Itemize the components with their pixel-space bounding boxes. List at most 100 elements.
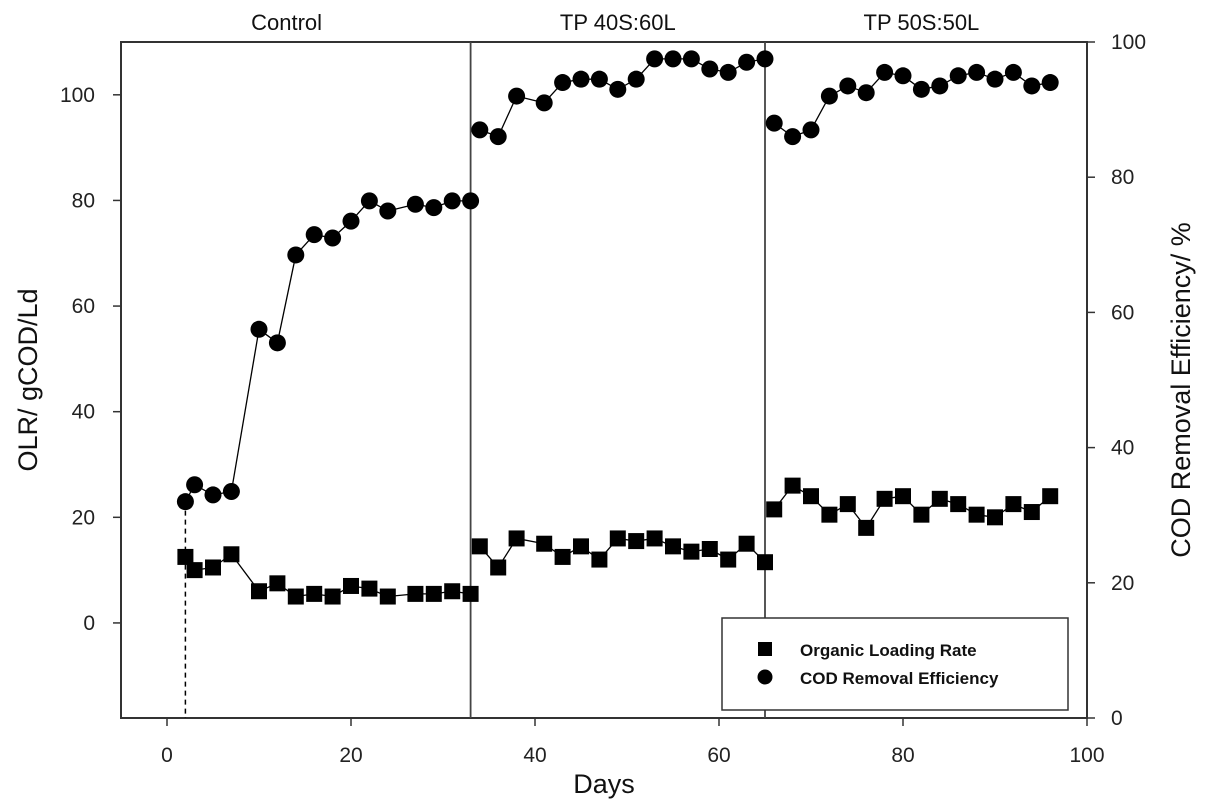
cod-point [342,212,360,230]
cod-point [912,80,930,98]
y-axis-left: 0 20 40 60 80 100 [60,84,121,635]
legend-label-olr: Organic Loading Rate [800,641,977,660]
phase-label: Control [251,10,322,35]
olr-point [931,490,948,507]
olr-point [987,509,1003,526]
cod-point [609,80,627,98]
cod-point [738,53,756,71]
olr-point [876,490,893,507]
cod-point [379,202,397,220]
y-left-tick-label: 100 [60,84,95,107]
olr-point [839,496,856,513]
series-segment [276,254,297,343]
y-left-tick-label: 40 [72,401,95,424]
olr-point [720,551,737,568]
cod-point [1041,74,1059,92]
y-left-tick-label: 20 [72,506,95,529]
olr-point [324,588,341,605]
cod-point [489,128,507,146]
cod-point [646,50,664,68]
y-left-tick-label: 80 [72,189,95,212]
phase-labels: Control TP 40S:60L TP 50S:50L [251,10,979,35]
cod-point [204,486,222,504]
olr-point [821,506,838,523]
plot-frame [120,41,1088,719]
olr-point [1023,504,1040,521]
cod-point [894,67,912,85]
cod-point [471,121,489,139]
cod-point [968,63,986,81]
phase-label: TP 40S:60L [560,10,676,35]
cod-point [820,87,838,105]
cod-point [554,74,572,92]
olr-point [757,554,773,571]
phase-label: TP 50S:50L [864,10,980,35]
legend-circle-icon [757,669,773,685]
olr-point [554,548,571,565]
legend: Organic Loading Rate COD Removal Efficie… [721,617,1069,711]
olr-point [425,585,442,602]
olr-point [223,546,240,563]
cod-point [176,493,194,511]
cod-point [572,70,590,88]
olr-point [766,501,783,518]
olr-point [609,530,626,547]
y-left-tick-label: 60 [72,295,95,318]
olr-point [784,477,801,494]
olr-point [343,577,359,594]
x-tick-label: 80 [891,744,914,767]
olr-point [251,583,267,600]
y-right-tick-label: 40 [1111,437,1134,460]
cod-point [222,483,240,501]
y-axis-right-title: COD Removal Efficiency/ % [1166,222,1196,558]
olr-point [701,541,718,557]
cod-point [406,195,424,213]
cod-point [765,114,783,132]
cod-point [701,60,719,78]
cod-point [268,334,286,352]
cod-point [664,50,682,68]
x-tick-label: 20 [339,744,362,767]
legend-box [721,617,1069,711]
cod-point [590,70,608,88]
legend-label-cod: COD Removal Efficiency [800,669,999,688]
cod-point [535,94,553,112]
olr-point [444,583,461,600]
olr-point [1042,488,1059,505]
cod-point [360,192,378,210]
y-right-tick-label: 0 [1111,707,1123,730]
series-cod [176,50,1059,511]
olr-point [536,535,553,552]
cod-point [802,121,820,139]
cod-point [462,192,480,210]
cod-point [443,192,461,210]
olr-point [361,580,378,597]
cod-point [682,50,700,68]
cod-point [784,128,802,146]
olr-point [683,543,700,560]
cod-point [508,87,526,105]
olr-point [665,538,681,555]
cod-point [839,77,857,95]
cod-point [719,63,737,81]
x-axis-title: Days [573,769,635,799]
cod-point [756,50,774,68]
olr-point [573,538,589,555]
olr-point [508,530,525,547]
cod-point [324,229,342,247]
olr-point [306,585,323,602]
y-right-tick-label: 80 [1111,166,1134,189]
olr-point [462,585,479,602]
y-left-tick-label: 0 [83,612,95,635]
y-axis-right: 0 20 40 60 80 100 [1087,31,1146,730]
x-tick-label: 0 [161,744,173,767]
olr-point [269,575,286,592]
olr-point [205,559,221,576]
x-tick-label: 100 [1069,744,1104,767]
olr-point [738,535,755,552]
olr-point [591,551,608,568]
cod-point [876,63,894,81]
olr-point [628,533,645,550]
olr-point [803,488,819,505]
cod-point [425,199,443,217]
